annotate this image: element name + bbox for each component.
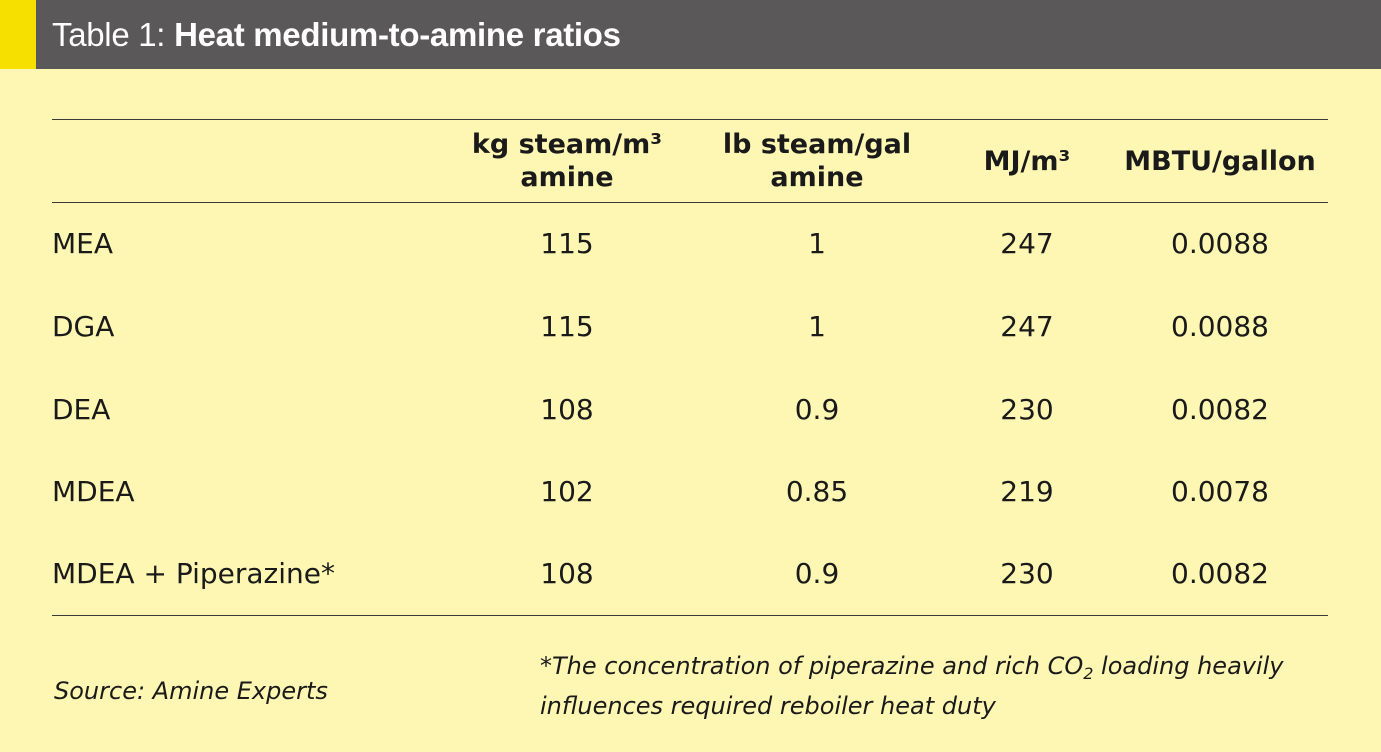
- column-header-line: kg steam/m³: [471, 129, 663, 160]
- footnote-subscript: 2: [1083, 664, 1094, 683]
- cell-lb-steam: 0.9: [794, 393, 840, 426]
- cell-lb-steam: 0.9: [794, 557, 840, 590]
- cell-kg-steam: 115: [540, 227, 594, 260]
- footnote-text: loading heavily influences required rebo…: [540, 652, 1284, 720]
- cell-kg-steam: 115: [540, 310, 594, 343]
- row-label: DEA: [52, 393, 111, 426]
- table-title-text: Heat medium-to-amine ratios: [174, 16, 621, 53]
- cell-mbtu: 0.0078: [1171, 475, 1269, 508]
- column-header-lb-steam: lb steam/gal amine: [692, 129, 942, 193]
- table-label: Table 1:: [52, 16, 166, 53]
- cell-mj: 230: [1000, 557, 1054, 590]
- cell-mj: 247: [1000, 227, 1054, 260]
- row-label: MDEA + Piperazine*: [52, 557, 335, 590]
- column-header-line: MJ/m³: [983, 145, 1071, 177]
- title-accent-block: [0, 0, 36, 69]
- cell-mbtu: 0.0082: [1171, 557, 1269, 590]
- table-row: DEA 108 0.9 230 0.0082: [52, 368, 1328, 451]
- cell-kg-steam: 108: [540, 557, 594, 590]
- table-bottom-rule: [52, 615, 1328, 616]
- column-header-mbtu: MBTU/gallon: [1112, 129, 1328, 193]
- column-header-line: lb steam/gal: [722, 129, 912, 160]
- cell-mj: 219: [1000, 475, 1054, 508]
- cell-mbtu: 0.0088: [1171, 310, 1269, 343]
- cell-mj: 230: [1000, 393, 1054, 426]
- source-note: Source: Amine Experts: [54, 677, 328, 705]
- cell-mbtu: 0.0082: [1171, 393, 1269, 426]
- table-row: MDEA + Piperazine* 108 0.9 230 0.0082: [52, 532, 1328, 615]
- row-label: MEA: [52, 227, 114, 260]
- table-top-rule: [52, 119, 1328, 120]
- row-label: MDEA: [52, 475, 135, 508]
- footnote: *The concentration of piperazine and ric…: [540, 650, 1340, 722]
- cell-mj: 247: [1000, 310, 1054, 343]
- table-header-rule: [52, 202, 1328, 203]
- table-row: DGA 115 1 247 0.0088: [52, 285, 1328, 368]
- footnote-text: *The concentration of piperazine and ric…: [540, 652, 1084, 680]
- column-header-line: amine: [520, 162, 614, 193]
- cell-lb-steam: 1: [808, 310, 826, 343]
- column-header-line: amine: [770, 162, 864, 193]
- cell-kg-steam: 102: [540, 475, 594, 508]
- cell-lb-steam: 0.85: [785, 475, 849, 508]
- table-row: MEA 115 1 247 0.0088: [52, 202, 1328, 285]
- table-title: Table 1: Heat medium-to-amine ratios: [52, 13, 621, 57]
- cell-lb-steam: 1: [808, 227, 826, 260]
- column-header-mj: MJ/m³: [942, 129, 1112, 193]
- column-header-kg-steam: kg steam/m³ amine: [442, 129, 692, 193]
- row-label: DGA: [52, 310, 115, 343]
- table-title-bar: Table 1: Heat medium-to-amine ratios: [0, 0, 1381, 69]
- column-header-line: MBTU/gallon: [1124, 145, 1316, 177]
- cell-kg-steam: 108: [540, 393, 594, 426]
- table-row: MDEA 102 0.85 219 0.0078: [52, 450, 1328, 533]
- cell-mbtu: 0.0088: [1171, 227, 1269, 260]
